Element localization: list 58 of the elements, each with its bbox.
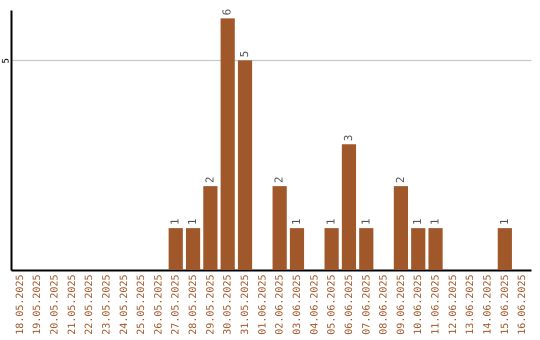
data-label: 1 <box>428 218 442 226</box>
bar <box>428 228 443 270</box>
data-label: 1 <box>411 218 424 226</box>
data-label: 1 <box>359 218 372 226</box>
x-tick-label: 29.05.2025 <box>205 274 216 335</box>
bar <box>238 60 252 270</box>
bar <box>272 186 287 270</box>
x-tick-label: 13.06.2025 <box>465 274 476 335</box>
x-tick-label: 20.05.2025 <box>49 274 60 335</box>
x-tick-label: 01.06.2025 <box>257 274 268 335</box>
x-tick-label: 19.05.2025 <box>32 274 44 335</box>
bar <box>290 228 304 270</box>
x-tick-label: 27.05.2025 <box>170 274 182 335</box>
bar <box>186 228 200 270</box>
data-label: 1 <box>186 218 200 226</box>
data-label: 2 <box>394 176 407 184</box>
data-label: 1 <box>290 218 303 226</box>
data-label: 6 <box>220 8 234 16</box>
x-tick-label: 31.05.2025 <box>240 274 252 335</box>
x-tick-label: 12.06.2025 <box>448 274 459 335</box>
x-tick-label: 08.06.2025 <box>378 274 390 335</box>
bar <box>394 186 408 270</box>
x-tick-label: 02.06.2025 <box>274 274 286 335</box>
bar <box>168 228 183 270</box>
bar <box>498 228 512 270</box>
x-tick-label: 18.05.2025 <box>14 274 26 335</box>
x-tick-label: 15.06.2025 <box>500 274 511 335</box>
x-tick-label: 28.05.2025 <box>188 274 200 335</box>
data-label: 1 <box>324 218 338 226</box>
x-tick-label: 30.05.2025 <box>222 274 234 335</box>
bar <box>220 18 235 270</box>
x-tick-label: 09.06.2025 <box>396 274 407 335</box>
x-tick-label: 22.05.2025 <box>84 274 96 335</box>
bar <box>324 228 339 270</box>
x-tick-label: 11.06.2025 <box>430 274 442 335</box>
x-tick-label: 25.05.2025 <box>136 274 148 335</box>
data-label: 3 <box>342 134 355 142</box>
data-label: 5 <box>238 50 252 58</box>
x-tick-label: 10.06.2025 <box>413 274 424 335</box>
x-tick-label: 21.05.2025 <box>66 274 78 335</box>
x-tick-label: 03.06.2025 <box>292 274 303 335</box>
data-label: 2 <box>272 176 286 184</box>
x-tick-label: 23.05.2025 <box>101 274 112 335</box>
bar <box>359 228 374 270</box>
data-label: 2 <box>203 176 216 184</box>
x-tick-label: 14.06.2025 <box>482 274 494 335</box>
bar <box>411 228 426 270</box>
x-tick-label: 24.05.2025 <box>118 274 130 335</box>
x-tick-label: 04.06.2025 <box>309 274 320 335</box>
bar <box>342 144 356 270</box>
bar <box>203 186 218 270</box>
x-tick-label: 06.06.2025 <box>344 274 355 335</box>
x-tick-label: 26.05.2025 <box>153 274 164 335</box>
data-label: 1 <box>168 218 182 226</box>
x-tick-label: 07.06.2025 <box>361 274 372 335</box>
data-label: 1 <box>498 218 511 226</box>
x-tick-label: 16.06.2025 <box>517 274 528 335</box>
x-tick-label: 05.06.2025 <box>326 274 338 335</box>
